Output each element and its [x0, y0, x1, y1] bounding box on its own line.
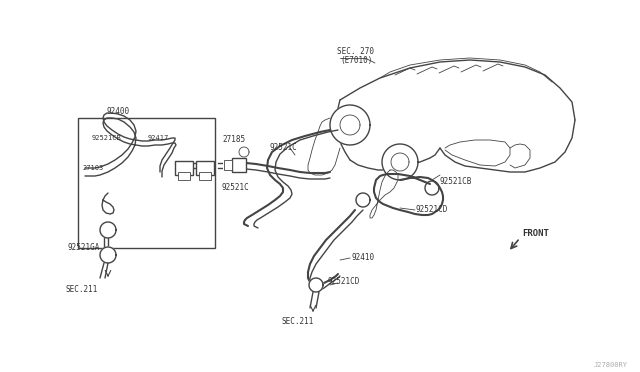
Text: 92521CB: 92521CB	[440, 177, 472, 186]
Text: SEC.211: SEC.211	[282, 317, 314, 327]
Text: FRONT: FRONT	[522, 230, 549, 238]
Text: 92521CD: 92521CD	[328, 278, 360, 286]
Text: SEC.211: SEC.211	[66, 285, 98, 295]
Bar	[175, 161, 193, 175]
Text: (E7010): (E7010)	[340, 55, 372, 64]
Bar	[178, 172, 190, 180]
Bar	[78, 118, 215, 248]
Polygon shape	[330, 105, 370, 145]
Text: 92410: 92410	[352, 253, 375, 263]
Text: 92521C: 92521C	[222, 183, 250, 192]
Text: 92521C: 92521C	[270, 144, 298, 153]
Text: 27103: 27103	[82, 165, 103, 171]
Bar	[232, 158, 246, 172]
Polygon shape	[100, 222, 116, 238]
Text: 92417: 92417	[148, 135, 169, 141]
Bar	[224, 160, 232, 170]
Polygon shape	[391, 153, 409, 171]
Bar	[199, 172, 211, 180]
Polygon shape	[425, 181, 439, 195]
Text: 92521CB: 92521CB	[92, 135, 122, 141]
Text: 92400: 92400	[106, 108, 129, 116]
Text: 92521GA: 92521GA	[68, 244, 100, 253]
Text: 27185: 27185	[222, 135, 245, 144]
Polygon shape	[239, 147, 249, 157]
Text: SEC. 270: SEC. 270	[337, 48, 374, 57]
Text: 92521CD: 92521CD	[415, 205, 447, 215]
Polygon shape	[309, 278, 323, 292]
Bar	[196, 161, 214, 175]
Polygon shape	[340, 115, 360, 135]
Polygon shape	[100, 247, 116, 263]
Polygon shape	[382, 144, 418, 180]
Polygon shape	[356, 193, 370, 207]
Text: J27800RY: J27800RY	[594, 362, 628, 368]
